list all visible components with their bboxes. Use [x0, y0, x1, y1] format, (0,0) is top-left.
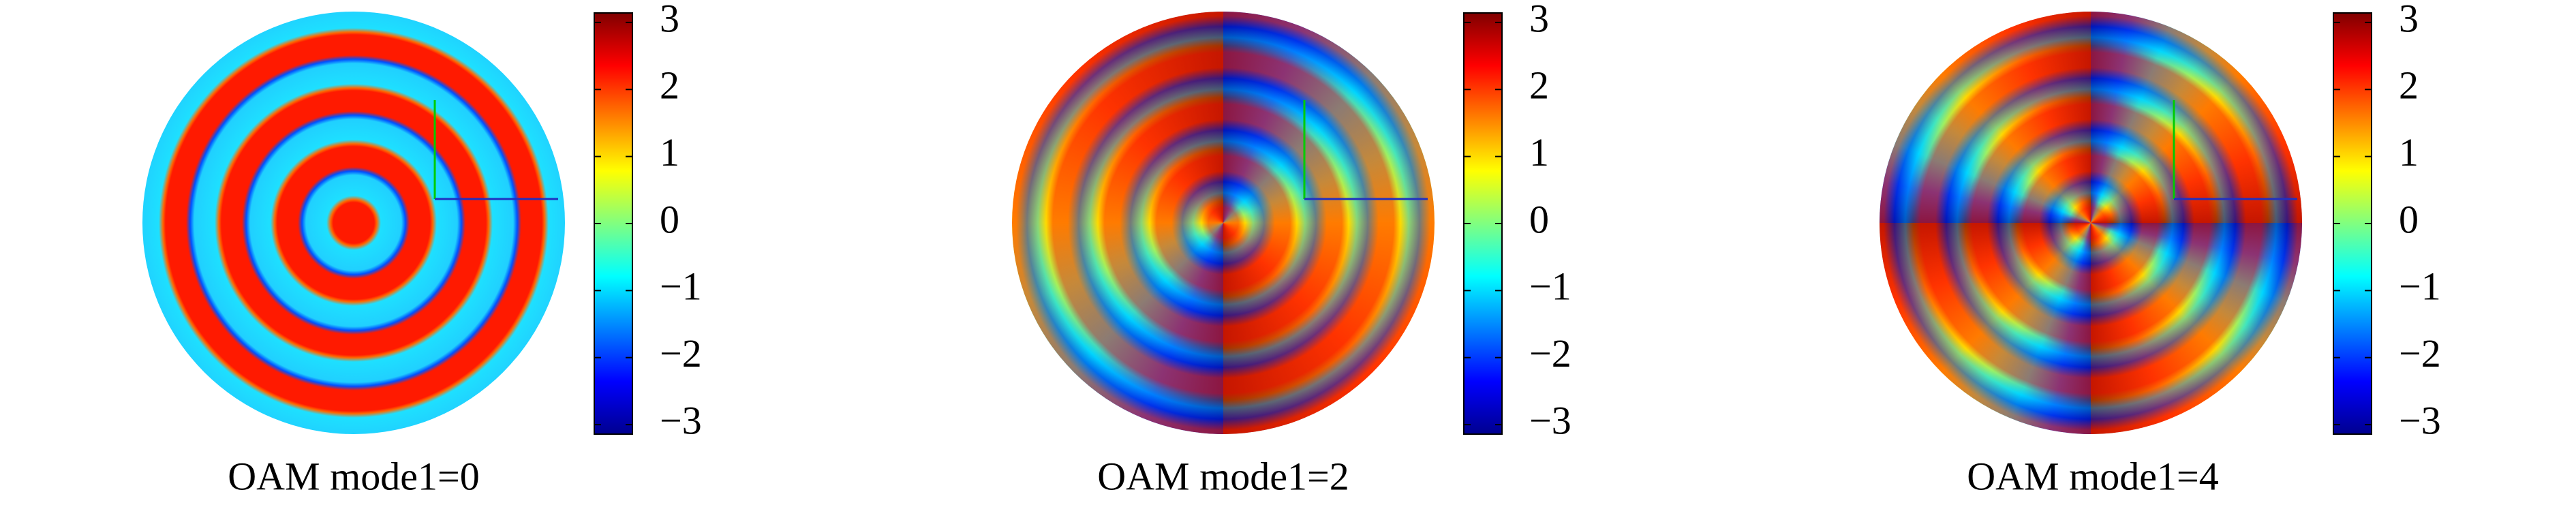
colorbar-tick-label: 2 — [1529, 63, 1549, 108]
phase-map — [1012, 12, 1435, 434]
colorbar-tick-label: −1 — [2399, 264, 2441, 309]
colorbar-tick-label: 3 — [660, 0, 679, 40]
phase-rings — [1012, 12, 1435, 434]
colorbar-tick-label: 3 — [2399, 0, 2419, 40]
colorbar-tick-label: −1 — [1529, 264, 1571, 309]
colorbar-tick-label: 0 — [1529, 197, 1549, 241]
chart-title: OAM mode1=4 — [1967, 454, 2218, 498]
colorbar-tick-label: 2 — [660, 63, 679, 108]
phase-map — [142, 12, 565, 434]
colorbar-tick-label: 0 — [2399, 197, 2419, 241]
colorbar-tick-label: −1 — [660, 264, 702, 309]
colorbar-tick-label: 0 — [660, 197, 679, 241]
phase-rings — [1880, 12, 2302, 434]
colorbar-tick-label: −2 — [660, 331, 702, 376]
colorbar-tick-label: −3 — [1529, 398, 1571, 442]
phase-map — [1880, 12, 2302, 434]
chart-title: OAM mode1=0 — [228, 454, 479, 498]
colorbar-tick-label: 3 — [1529, 0, 1549, 40]
chart-title: OAM mode1=2 — [1097, 454, 1349, 498]
colorbar-tick-label: −2 — [2399, 331, 2441, 376]
colorbar-tick-label: −3 — [660, 398, 702, 442]
colorbar-tick-label: −3 — [2399, 398, 2441, 442]
colorbar-tick-label: 1 — [660, 130, 679, 174]
colorbar-tick-label: 1 — [1529, 130, 1549, 174]
colorbar-tick-label: −2 — [1529, 331, 1571, 376]
colorbar-tick-label: 1 — [2399, 130, 2419, 174]
colorbar-tick-label: 2 — [2399, 63, 2419, 108]
